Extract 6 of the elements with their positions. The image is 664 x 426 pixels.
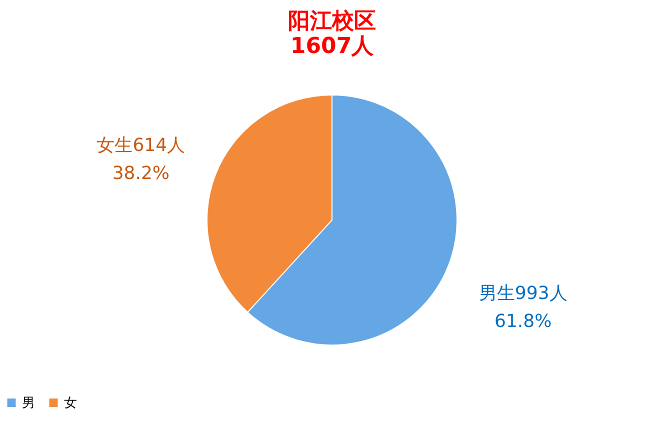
legend-label: 男 [22,396,35,411]
data-label: 男生993人 61.8% [478,283,568,332]
legend-label: 女 [64,396,77,411]
chart-title: 阳江校区 [288,9,376,34]
chart-subtitle: 1607人 [290,34,375,59]
data-label: 女生614人 38.2% [96,134,186,184]
